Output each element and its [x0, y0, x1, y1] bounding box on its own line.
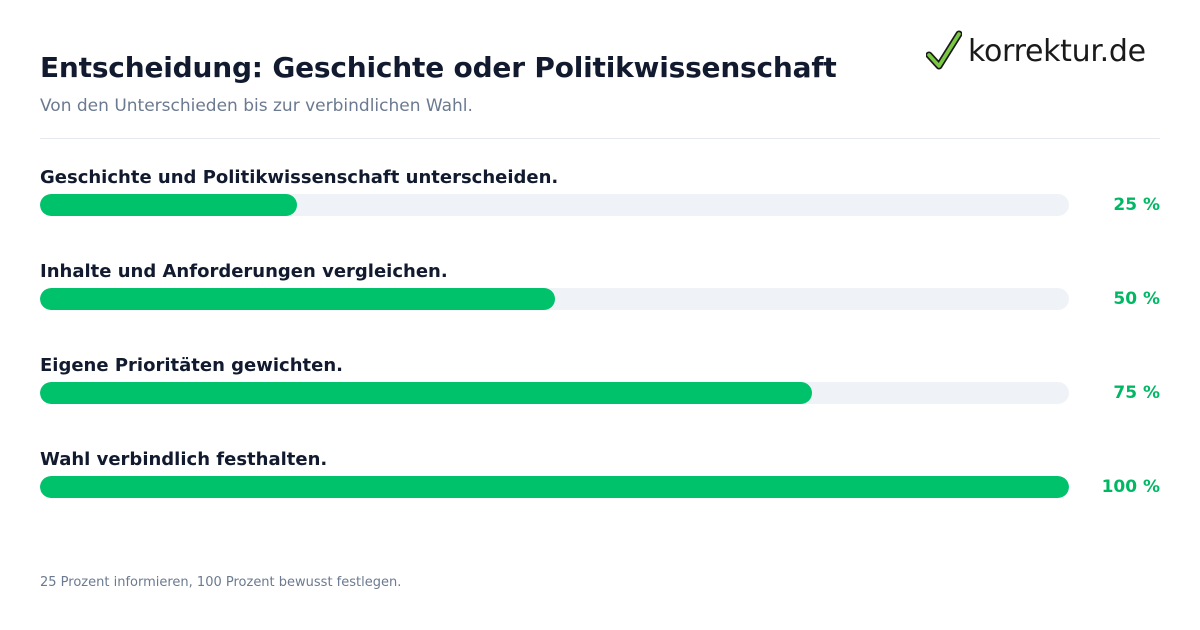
progress-step: Inhalte und Anforderungen vergleichen. 50…	[40, 258, 1160, 352]
chart-title: Entscheidung: Geschichte oder Politikwis…	[40, 51, 837, 84]
progress-step: Eigene Prioritäten gewichten. 75 %	[40, 352, 1160, 446]
bar-value-label: 100 %	[1101, 477, 1160, 497]
bar-fill	[40, 194, 298, 216]
bar-track	[40, 194, 1069, 216]
progress-steps: Geschichte und Politikwissenschaft unter…	[40, 164, 1160, 540]
progress-step: Geschichte und Politikwissenschaft unter…	[40, 164, 1160, 258]
bar-fill	[40, 288, 555, 310]
chart-header: Entscheidung: Geschichte oder Politikwis…	[40, 50, 837, 118]
bar-fill	[40, 476, 1069, 498]
progress-step: Wahl verbindlich festhalten. 100 %	[40, 446, 1160, 540]
bar-track	[40, 476, 1069, 498]
bar-value-label: 25 %	[1113, 195, 1160, 215]
bar-track	[40, 288, 1069, 310]
step-label: Wahl verbindlich festhalten.	[40, 449, 328, 470]
step-label: Geschichte und Politikwissenschaft unter…	[40, 167, 559, 188]
footnote: 25 Prozent informieren, 100 Prozent bewu…	[40, 575, 402, 590]
step-label: Inhalte und Anforderungen vergleichen.	[40, 261, 448, 282]
bar-track	[40, 382, 1069, 404]
bar-fill	[40, 382, 812, 404]
header-divider	[40, 138, 1160, 139]
korrektur-logo: korrektur.de	[926, 30, 1146, 74]
chart-subtitle: Von den Unterschieden bis zur verbindlic…	[40, 96, 473, 116]
bar-value-label: 50 %	[1113, 289, 1160, 309]
bar-value-label: 75 %	[1113, 383, 1160, 403]
logo-text: korrektur.de	[968, 34, 1146, 69]
step-label: Eigene Prioritäten gewichten.	[40, 355, 343, 376]
checkmark-icon	[926, 30, 962, 70]
